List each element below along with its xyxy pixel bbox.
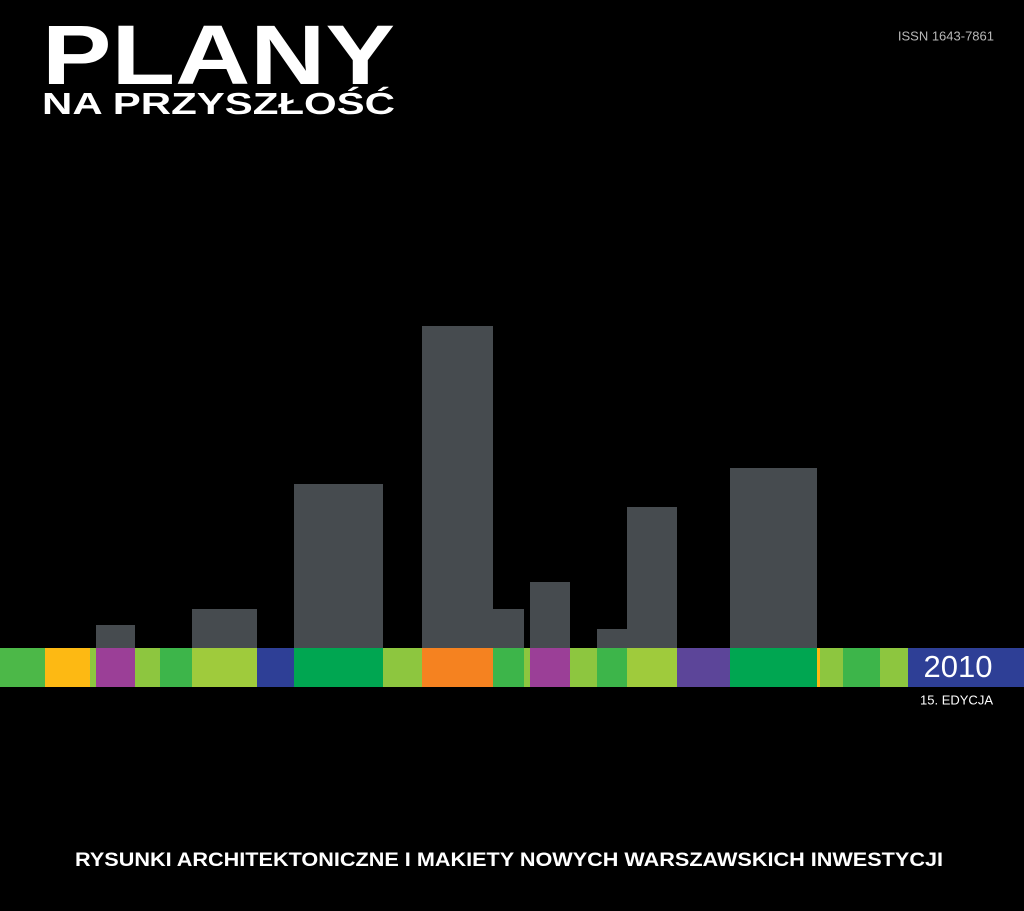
tagline: RYSUNKI ARCHITEKTONICZNE I MAKIETY NOWYC… xyxy=(75,850,943,871)
strip-segment xyxy=(383,648,422,687)
edition: 15. EDYCJA xyxy=(920,692,993,707)
building xyxy=(530,582,570,648)
title: PLANY xyxy=(42,8,395,102)
subtitle: NA PRZYSZŁOŚĆ xyxy=(42,85,395,121)
strip-segment xyxy=(422,648,493,687)
building xyxy=(192,609,257,648)
strip-segment xyxy=(96,648,135,687)
strip-segment xyxy=(843,648,880,687)
strip-segment xyxy=(493,648,524,687)
strip-segment xyxy=(597,648,627,687)
building xyxy=(730,468,817,648)
building xyxy=(627,507,677,648)
strip-segment xyxy=(820,648,843,687)
strip-segment xyxy=(677,648,730,687)
building xyxy=(422,326,493,648)
strip-segment xyxy=(0,648,45,687)
strip-segment xyxy=(294,648,383,687)
buildings xyxy=(96,326,817,648)
strip-segment xyxy=(880,648,908,687)
year: 2010 xyxy=(924,649,993,684)
strip-segment xyxy=(45,648,90,687)
building xyxy=(597,629,627,648)
strip-segment xyxy=(90,648,96,687)
strip-segment xyxy=(570,648,597,687)
strip-segment xyxy=(627,648,677,687)
issn: ISSN 1643-7861 xyxy=(898,28,994,43)
strip-segment xyxy=(192,648,257,687)
strip-segment xyxy=(524,648,530,687)
building xyxy=(493,609,524,648)
strip-segment xyxy=(135,648,160,687)
strip-segment xyxy=(257,648,294,687)
strip-segment xyxy=(160,648,192,687)
building xyxy=(96,625,135,648)
color-strip xyxy=(0,648,1024,687)
strip-segment xyxy=(730,648,817,687)
building xyxy=(294,484,383,648)
strip-segment xyxy=(817,648,820,687)
strip-segment xyxy=(530,648,570,687)
strip-segment xyxy=(908,648,1024,687)
